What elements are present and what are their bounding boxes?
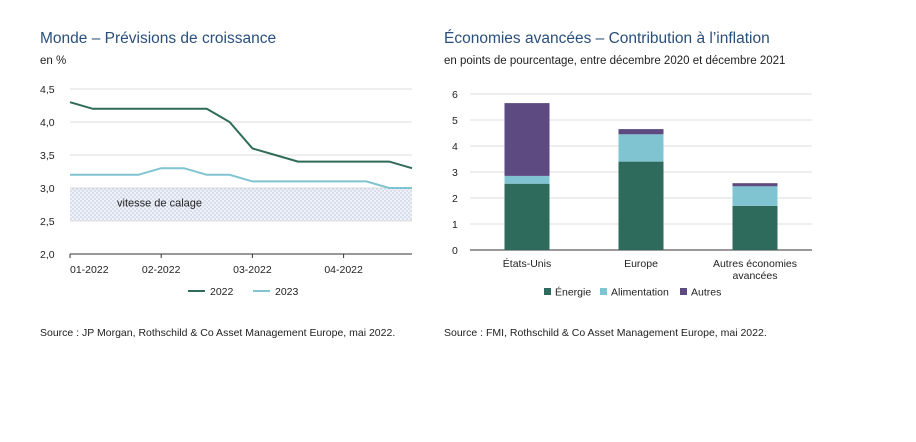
x-tick-label: Autres économies xyxy=(713,258,797,270)
right-chart-title: Économies avancées – Contribution à l’in… xyxy=(444,30,770,47)
x-tick-label: 01-2022 xyxy=(70,264,109,276)
y-tick-label: 3,0 xyxy=(40,183,55,195)
legend-swatch-Autres xyxy=(680,288,687,295)
stall-speed-band xyxy=(70,188,412,221)
legend-label-2023: 2023 xyxy=(275,286,299,298)
y-tick-label: 2 xyxy=(452,193,458,205)
bar-segment-Énergie xyxy=(504,183,550,250)
legend-label-Alimentation: Alimentation xyxy=(611,287,669,299)
legend-label-Énergie: Énergie xyxy=(555,286,591,299)
x-tick-label: États-Unis xyxy=(503,257,551,270)
x-tick-label: 02-2022 xyxy=(142,264,181,276)
y-tick-label: 2,0 xyxy=(40,249,55,261)
bar-segment-Énergie xyxy=(618,161,664,250)
bar-segment-Alimentation xyxy=(504,175,550,184)
y-tick-label: 4,0 xyxy=(40,117,55,129)
legend-label-Autres: Autres xyxy=(691,287,721,299)
bar-segment-Autres xyxy=(732,183,778,187)
right-chart-panel: Économies avancées – Contribution à l’in… xyxy=(440,0,916,360)
bar-segment-Énergie xyxy=(732,205,778,250)
bar-segment-Autres xyxy=(618,129,664,135)
bar-segment-Alimentation xyxy=(618,134,664,162)
y-tick-label: 3 xyxy=(452,167,458,179)
series-line-2022 xyxy=(69,101,413,170)
y-tick-label: 1 xyxy=(452,219,458,231)
right-chart-source: Source : FMI, Rothschild & Co Asset Mana… xyxy=(444,327,767,339)
bar-segment-Autres xyxy=(504,103,550,176)
right-chart-subtitle: en points de pourcentage, entre décembre… xyxy=(444,55,786,67)
y-tick-label: 6 xyxy=(452,89,458,101)
y-tick-label: 5 xyxy=(452,115,458,127)
growth-forecast-line-chart: vitesse de calage 2,0 2,5 3,0 3,5 4,0 4,5 01-20… xyxy=(40,84,413,298)
y-tick-label: 2,5 xyxy=(40,216,55,228)
y-tick-label: 4 xyxy=(452,141,458,153)
left-chart-panel: Monde – Prévisions de croissance en % vi… xyxy=(0,0,440,360)
x-tick-label: 03-2022 xyxy=(233,264,272,276)
stall-speed-label: vitesse de calage xyxy=(117,197,202,209)
left-chart-subtitle: en % xyxy=(40,55,67,67)
y-tick-label: 4,5 xyxy=(40,84,55,96)
series-line-2023 xyxy=(70,167,412,189)
legend-swatch-Énergie xyxy=(544,288,551,295)
x-tick-label: avancées xyxy=(733,270,778,282)
y-tick-label: 0 xyxy=(452,245,458,257)
legend-swatch-Alimentation xyxy=(600,288,607,295)
bar-segment-Alimentation xyxy=(732,186,778,206)
left-chart-title: Monde – Prévisions de croissance xyxy=(40,30,277,47)
inflation-contribution-bar-chart: 0 1 2 3 4 5 6 États-Unis Europe Autres économiesa… xyxy=(452,89,812,299)
x-tick-label: 04-2022 xyxy=(324,264,363,276)
y-tick-label: 3,5 xyxy=(40,150,55,162)
legend-label-2022: 2022 xyxy=(210,286,234,298)
left-chart-source: Source : JP Morgan, Rothschild & Co Asse… xyxy=(40,327,396,339)
x-tick-label: Europe xyxy=(624,258,658,270)
